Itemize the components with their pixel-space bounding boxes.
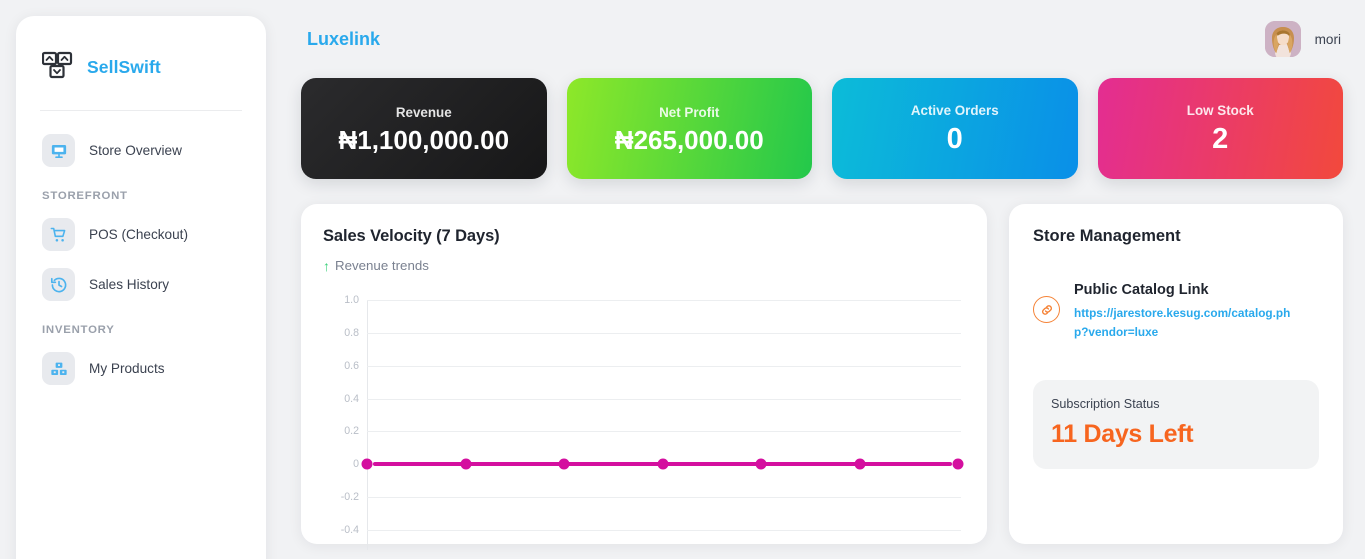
user-name: mori [1314,31,1341,47]
chart-plot-area: 1.0 0.8 0.6 0.4 0.2 0 -0.2 -0.4 [323,294,964,550]
chart-subtitle-text: Revenue trends [335,258,429,273]
chain-link-icon [1033,296,1060,323]
kpi-card-revenue[interactable]: Revenue ₦1,100,000.00 [301,78,547,179]
chart-series [361,300,964,530]
sidebar-section-inventory: INVENTORY [42,324,115,336]
public-catalog-link-body: Public Catalog Link https://jarestore.ke… [1074,282,1292,342]
chart-data-point[interactable] [952,458,964,470]
kpi-value: 2 [1212,123,1229,155]
public-catalog-link-row: Public Catalog Link https://jarestore.ke… [1033,282,1319,342]
chart-gridline [367,431,961,433]
public-catalog-link-url[interactable]: https://jarestore.kesug.com/catalog.php?… [1074,306,1291,339]
chart-y-tick-label: 0.4 [344,392,359,405]
kpi-cards: Revenue ₦1,100,000.00 Net Profit ₦265,00… [297,78,1343,179]
sidebar-item-store-overview[interactable]: Store Overview [16,127,266,174]
chart-gridline [367,300,961,301]
brand-name: SellSwift [87,56,161,77]
sidebar-section-storefront: STOREFRONT [42,190,128,202]
sidebar-nav: Store Overview STOREFRONT POS (Checkout) [16,111,266,392]
chart-data-point[interactable] [854,458,865,470]
kpi-card-net-profit[interactable]: Net Profit ₦265,000.00 [566,78,812,179]
brand[interactable]: SellSwift [16,38,266,88]
kpi-label: Net Profit [659,104,720,120]
chart-subtitle: ↑ Revenue trends [323,258,961,273]
page-title: Luxelink [307,28,381,49]
chart-data-point[interactable] [657,458,668,470]
chart-data-point[interactable] [755,458,767,470]
store-management-card: Store Management Public Catalog Link htt… [1009,204,1343,544]
store-management-title: Store Management [1033,227,1181,245]
monitor-icon [42,134,75,167]
kpi-label: Active Orders [910,103,999,118]
chart-y-axis [367,300,368,550]
lower-panels: Sales Velocity (7 Days) ↑ Revenue trends… [297,179,1343,550]
chart-y-tick-label: 0.6 [344,359,359,372]
chart-gridline [367,332,961,334]
sidebar-item-label: Store Overview [89,143,182,158]
boxes-icon [42,352,75,385]
subscription-status-box: Subscription Status 11 Days Left [1033,379,1319,469]
chart-data-point[interactable] [558,458,570,470]
chart-y-tick-label: -0.2 [340,491,359,504]
main-content: Luxelink mori Re [283,0,1365,559]
avatar[interactable] [1264,21,1301,57]
sidebar-item-sales-history[interactable]: Sales History [16,261,266,308]
history-clock-icon [42,268,75,301]
user-menu[interactable]: mori [1264,21,1341,57]
kpi-value: 0 [946,123,963,155]
shopping-cart-icon [42,218,75,251]
arrow-up-icon: ↑ [323,257,330,274]
grid-chevron-logo-icon [41,51,76,83]
chart-y-tick-label: 0 [353,458,359,471]
sidebar-item-label: My Products [89,361,165,376]
sidebar-divider [40,110,242,111]
chart-data-point[interactable] [361,458,373,470]
sidebar-item-label: Sales History [89,277,170,292]
sidebar-item-label: POS (Checkout) [89,227,188,242]
chart-gridline [367,530,961,531]
chart-gridline [367,497,961,499]
top-bar: Luxelink mori [297,0,1343,78]
chart-gridline [367,365,961,367]
kpi-value: ₦1,100,000.00 [338,124,510,155]
public-catalog-link-label: Public Catalog Link [1074,282,1209,298]
kpi-value: ₦265,000.00 [614,124,764,155]
sidebar: SellSwift Store Overview STOREFR [16,16,266,559]
kpi-label: Low Stock [1186,103,1254,118]
chart-title: Sales Velocity (7 Days) [323,227,500,245]
kpi-label: Revenue [395,104,452,120]
chart-gridline [367,398,961,400]
sales-velocity-chart-card: Sales Velocity (7 Days) ↑ Revenue trends… [301,204,987,550]
subscription-status-value: 11 Days Left [1051,419,1194,448]
chart-y-tick-label: 1.0 [344,294,359,306]
sidebar-item-my-products[interactable]: My Products [16,345,266,392]
kpi-card-active-orders[interactable]: Active Orders 0 [832,78,1078,179]
chart-y-tick-label: 0.8 [344,326,359,339]
subscription-status-label: Subscription Status [1051,396,1160,411]
sidebar-container: SellSwift Store Overview STOREFR [0,0,283,559]
chart-y-tick-label: -0.4 [340,524,359,536]
kpi-card-low-stock[interactable]: Low Stock 2 [1097,78,1343,179]
chart-data-point[interactable] [460,458,471,470]
sidebar-item-pos-checkout[interactable]: POS (Checkout) [16,211,266,258]
chart-y-tick-label: 0.2 [344,425,359,438]
